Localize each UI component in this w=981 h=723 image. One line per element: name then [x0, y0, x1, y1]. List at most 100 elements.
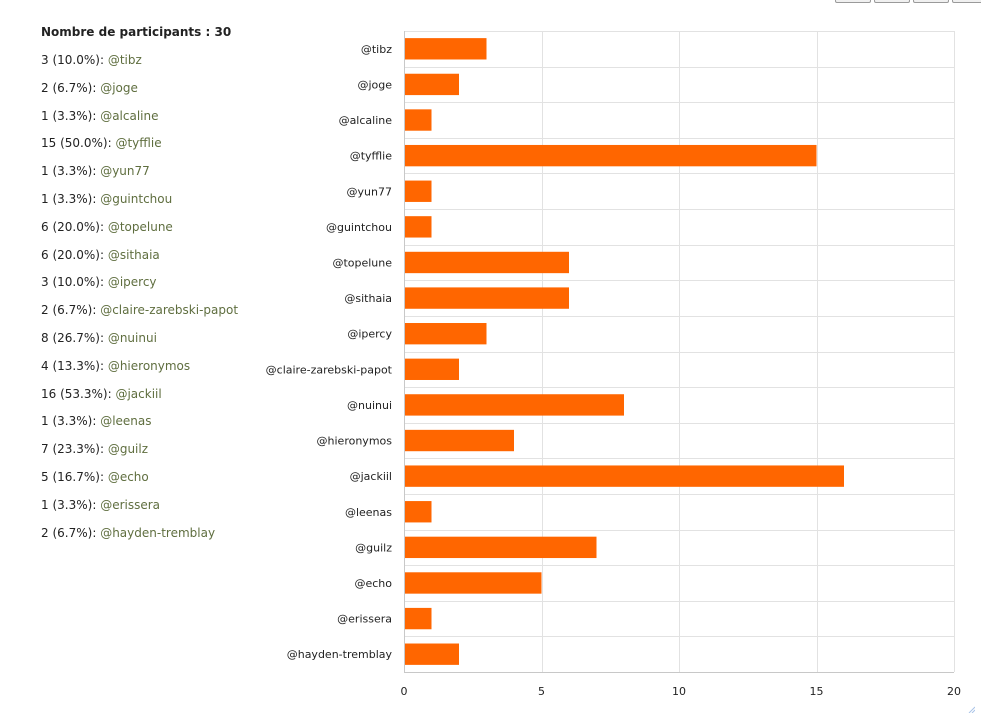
participant-summary-item: 1 (3.3%): @leenas: [41, 411, 271, 439]
participant-count: 6: [41, 247, 49, 262]
bar: [405, 536, 597, 559]
x-tick-label: 0: [401, 685, 408, 698]
bar: [405, 358, 459, 380]
category-tick-label: @echo: [354, 577, 392, 590]
category-tick-label: @tyfflie: [350, 150, 393, 163]
participant-username: @guilz: [107, 442, 149, 457]
bar: [405, 216, 432, 238]
participant-username: @alcaline: [100, 108, 159, 123]
bar: [405, 180, 432, 202]
participant-username: @jackiil: [115, 386, 162, 401]
participant-count: 1: [41, 164, 49, 179]
bar: [405, 38, 487, 60]
participant-percent: (23.3%):: [52, 442, 104, 457]
participant-username: @leenas: [100, 414, 152, 429]
participant-count: 6: [41, 219, 49, 234]
participant-count: 2: [41, 525, 49, 540]
participant-summary-item: 1 (3.3%): @alcaline: [41, 106, 271, 134]
category-tick-label: @guilz: [355, 541, 392, 554]
participant-username: @ipercy: [107, 275, 157, 290]
participant-summary-item: 16 (53.3%): @jackiil: [41, 384, 271, 412]
toolbar-button-1[interactable]: [835, 0, 871, 3]
category-tick-label: @sithaia: [344, 292, 392, 305]
participant-summary-item: 15 (50.0%): @tyfflie: [41, 133, 271, 161]
category-tick-label: @yun77: [347, 185, 392, 198]
participant-count: 4: [41, 358, 49, 373]
participant-percent: (3.3%):: [52, 191, 97, 206]
category-tick-label: @ipercy: [347, 328, 392, 341]
participants-count-value: 30: [214, 25, 232, 39]
participants-count-heading: Nombre de participants : 30: [41, 22, 271, 42]
category-tick-label: @topelune: [332, 256, 392, 269]
bar: [405, 394, 624, 416]
participant-summary-item: 7 (23.3%): @guilz: [41, 439, 271, 467]
toolbar-button-2[interactable]: [874, 0, 910, 3]
toolbar-button-3[interactable]: [913, 0, 949, 3]
bar: [405, 501, 432, 523]
bar: [405, 429, 514, 452]
category-tick-label: @hieronymos: [317, 435, 393, 448]
x-tick-label: 20: [947, 685, 961, 698]
bar: [405, 287, 569, 309]
participant-count: 5: [41, 469, 49, 484]
participant-summary-item: 4 (13.3%): @hieronymos: [41, 356, 271, 384]
participant-username: @echo: [107, 469, 149, 484]
participant-percent: (26.7%):: [52, 330, 104, 345]
participant-count: 7: [41, 442, 49, 457]
participant-summary-item: 3 (10.0%): @tibz: [41, 50, 271, 78]
participant-count: 3: [41, 275, 49, 290]
participant-username: @sithaia: [107, 247, 160, 262]
bar: [405, 465, 844, 487]
participant-summary-item: 1 (3.3%): @guintchou: [41, 189, 271, 217]
bar: [405, 643, 459, 665]
participants-count-label: Nombre de participants :: [41, 25, 215, 39]
participant-percent: (10.0%):: [52, 53, 104, 67]
participant-count: 3: [41, 53, 49, 67]
participant-percent: (6.7%):: [52, 80, 97, 95]
bar: [405, 73, 459, 96]
category-tick-label: @jackiil: [350, 470, 392, 483]
participant-count: 16: [41, 386, 57, 401]
bar: [405, 323, 487, 345]
participant-percent: (3.3%):: [52, 108, 97, 123]
participant-summary-item: 3 (10.0%): @ipercy: [41, 272, 271, 300]
participant-percent: (16.7%):: [52, 469, 104, 484]
bar: [405, 251, 569, 274]
participant-count: 1: [41, 191, 49, 206]
participant-summary-item: 2 (6.7%): @claire-zarebski-papot: [41, 300, 271, 328]
participant-summary-item: 6 (20.0%): @topelune: [41, 217, 271, 245]
participant-summary-item: 5 (16.7%): @echo: [41, 467, 271, 495]
participant-percent: (3.3%):: [52, 414, 97, 429]
participant-percent: (6.7%):: [52, 525, 97, 540]
participant-username: @topelune: [107, 219, 173, 234]
participant-summary-item: 6 (20.0%): @sithaia: [41, 245, 271, 273]
bar: [405, 144, 817, 167]
participant-username: @erissera: [100, 497, 161, 512]
participant-count: 1: [41, 414, 49, 429]
participant-percent: (20.0%):: [52, 219, 104, 234]
toolbar-button-4[interactable]: [952, 0, 981, 3]
participant-username: @hayden-tremblay: [100, 525, 216, 540]
participant-username: @guintchou: [100, 191, 173, 206]
participant-percent: (6.7%):: [52, 303, 97, 318]
chart-toolbar: [835, 0, 981, 3]
participant-summary-item: 2 (6.7%): @hayden-tremblay: [41, 523, 271, 551]
participant-percent: (3.3%):: [52, 497, 97, 512]
participant-username: @hieronymos: [107, 358, 191, 373]
category-tick-label: @claire-zarebski-papot: [266, 363, 393, 376]
x-tick-label: 15: [810, 685, 824, 698]
participants-summary: Nombre de participants : 30 3 (10.0%): @…: [41, 22, 271, 550]
participant-percent: (50.0%):: [60, 136, 112, 151]
participant-username: @tibz: [107, 53, 142, 67]
participant-percent: (10.0%):: [52, 275, 104, 290]
x-tick-label: 10: [672, 685, 686, 698]
participant-percent: (13.3%):: [52, 358, 104, 373]
bar: [405, 607, 432, 630]
resize-grip-icon[interactable]: [967, 705, 975, 713]
participant-count: 2: [41, 303, 49, 318]
category-tick-label: @hayden-tremblay: [287, 648, 393, 661]
category-tick-label: @erissera: [337, 613, 392, 626]
category-tick-label: @nuinui: [347, 399, 392, 412]
participant-count: 15: [41, 136, 57, 151]
